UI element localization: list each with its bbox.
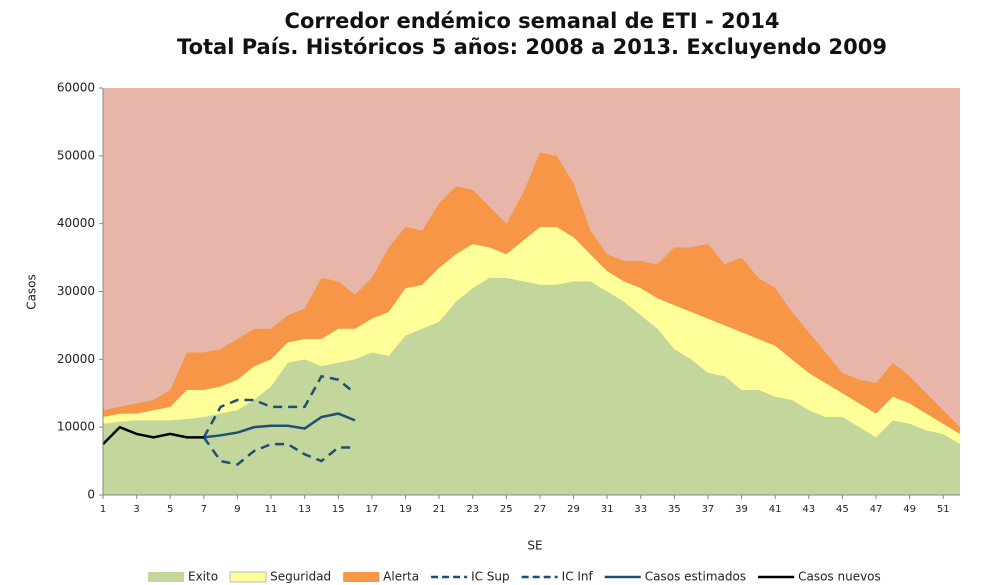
x-tick-label: 13 — [298, 504, 311, 515]
line — [102, 425, 204, 446]
x-tick-label: 11 — [265, 504, 278, 515]
x-tick-label: 23 — [466, 504, 479, 515]
y-tick-label: 40000 — [57, 216, 95, 230]
chart-title: Total País. Históricos 5 años: 2008 a 20… — [177, 35, 887, 59]
area — [103, 277, 960, 495]
legend-label: Seguridad — [270, 570, 331, 584]
line — [202, 436, 356, 466]
x-tick-label: 33 — [634, 504, 647, 515]
y-tick-label: 10000 — [57, 420, 95, 434]
x-tick-label: 17 — [365, 504, 378, 515]
y-tick-label: 30000 — [57, 284, 95, 298]
legend-label: Exito — [188, 570, 218, 584]
chart-title: Corredor endémico semanal de ETI - 2014 — [285, 9, 780, 33]
x-tick-label: 31 — [601, 504, 614, 515]
y-tick-label: 20000 — [57, 352, 95, 366]
x-axis-label: SE — [527, 539, 542, 553]
y-tick-label: 60000 — [57, 81, 95, 95]
y-axis-label: Casos — [25, 274, 39, 310]
x-tick-label: 51 — [937, 504, 950, 515]
x-tick-label: 9 — [234, 504, 240, 515]
x-tick-label: 49 — [903, 504, 916, 515]
legend-label: Casos nuevos — [798, 570, 881, 584]
x-tick-label: 25 — [500, 504, 513, 515]
x-tick-label: 35 — [668, 504, 681, 515]
line — [202, 374, 356, 438]
x-tick-label: 47 — [870, 504, 883, 515]
x-tick-label: 27 — [534, 504, 547, 515]
x-tick-label: 19 — [399, 504, 412, 515]
x-tick-label: 3 — [133, 504, 139, 515]
x-tick-label: 15 — [332, 504, 345, 515]
legend-label: Casos estimados — [645, 570, 746, 584]
legend-label: Alerta — [383, 570, 419, 584]
area — [103, 227, 960, 445]
x-tick-label: 45 — [836, 504, 849, 515]
area — [103, 152, 960, 434]
x-tick-label: 37 — [702, 504, 715, 515]
legend-swatch — [343, 572, 380, 582]
x-tick-label: 21 — [433, 504, 446, 515]
x-tick-label: 43 — [802, 504, 815, 515]
x-tick-label: 39 — [735, 504, 748, 515]
x-tick-label: 1 — [100, 504, 106, 515]
x-tick-label: 29 — [567, 504, 580, 515]
x-tick-label: 41 — [769, 504, 782, 515]
x-tick-label: 5 — [167, 504, 173, 515]
y-tick-label: 0 — [87, 488, 95, 502]
y-tick-label: 50000 — [57, 148, 95, 162]
legend-label: IC Inf — [562, 570, 594, 584]
x-tick-label: 7 — [201, 504, 207, 515]
legend-swatch — [229, 571, 267, 583]
legend-label: IC Sup — [471, 570, 510, 584]
line — [203, 412, 356, 439]
legend-swatch — [148, 572, 184, 582]
